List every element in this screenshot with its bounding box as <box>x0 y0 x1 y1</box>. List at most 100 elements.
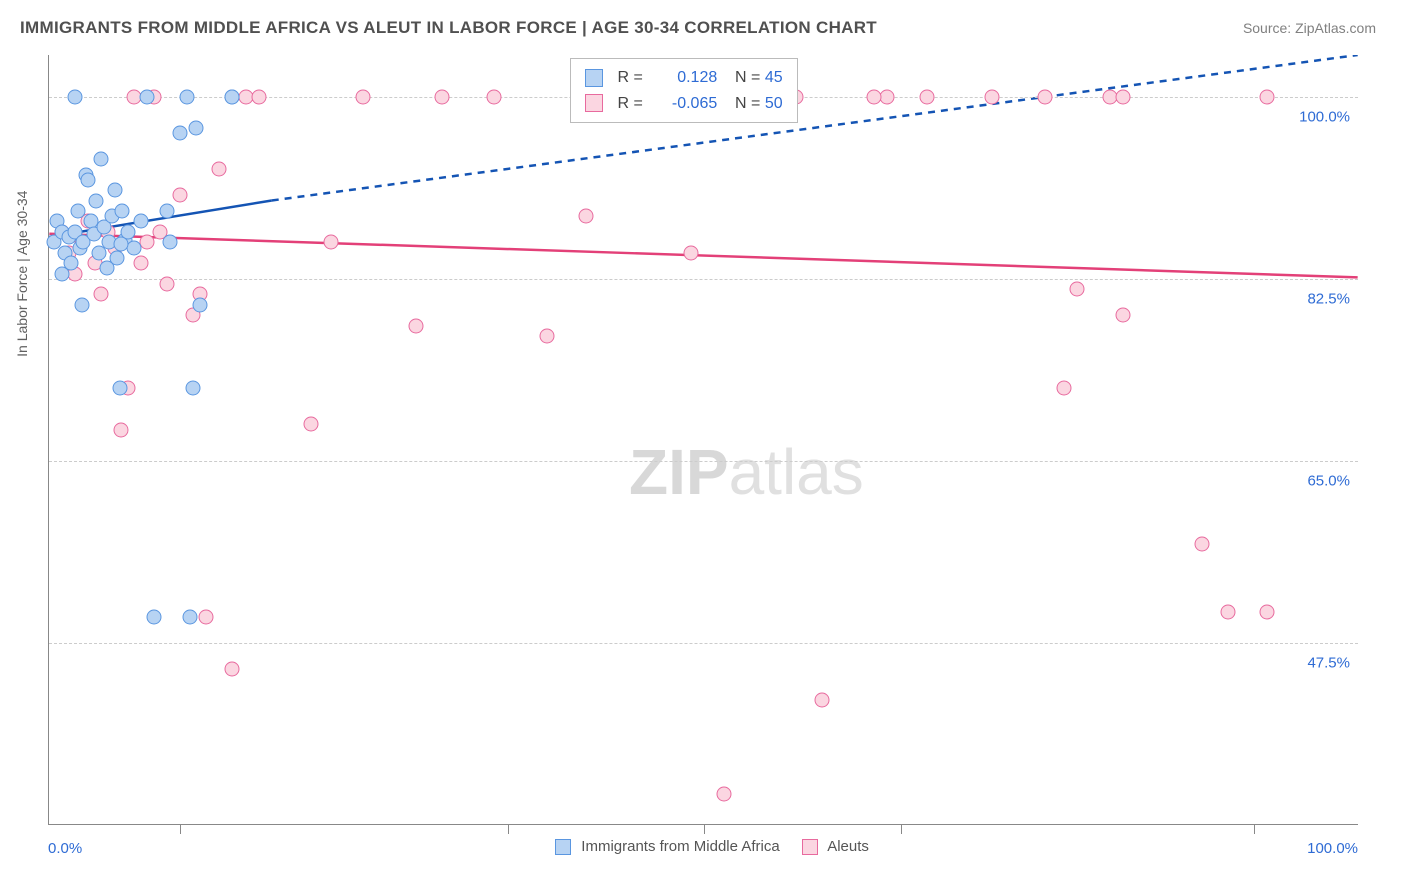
data-point <box>186 380 201 395</box>
trend-lines-layer <box>49 55 1358 824</box>
data-point <box>74 297 89 312</box>
data-point <box>919 89 934 104</box>
data-point <box>985 89 1000 104</box>
data-point <box>435 89 450 104</box>
gridline-h <box>49 461 1358 462</box>
legend-row-blue: R = 0.128 N = 45 <box>585 65 783 91</box>
data-point <box>1037 89 1052 104</box>
data-point <box>1260 604 1275 619</box>
legend-swatch-blue <box>585 69 603 87</box>
watermark-part2: atlas <box>729 436 864 508</box>
data-point <box>814 693 829 708</box>
r-value-blue: 0.128 <box>647 65 717 91</box>
data-point <box>1070 282 1085 297</box>
y-tick-label: 65.0% <box>1307 472 1350 489</box>
source-prefix: Source: <box>1243 20 1295 36</box>
data-point <box>140 89 155 104</box>
data-point <box>716 786 731 801</box>
data-point <box>140 235 155 250</box>
x-tick <box>180 824 181 834</box>
n-value-pink: 50 <box>765 95 783 112</box>
data-point <box>1194 537 1209 552</box>
data-point <box>323 235 338 250</box>
data-point <box>94 152 109 167</box>
legend-swatch-blue <box>555 839 571 855</box>
source-attribution: Source: ZipAtlas.com <box>1243 20 1376 36</box>
data-point <box>251 89 266 104</box>
data-point <box>179 89 194 104</box>
correlation-legend: R = 0.128 N = 45 R = -0.065 N = 50 <box>570 58 798 123</box>
watermark: ZIPatlas <box>629 435 864 509</box>
legend-label-blue: Immigrants from Middle Africa <box>581 838 779 855</box>
data-point <box>127 240 142 255</box>
legend-swatch-pink <box>802 839 818 855</box>
data-point <box>356 89 371 104</box>
trend-line <box>49 234 1357 278</box>
n-label: N = <box>735 95 760 112</box>
data-point <box>162 235 177 250</box>
data-point <box>304 417 319 432</box>
data-point <box>183 609 198 624</box>
data-point <box>114 237 129 252</box>
y-tick-label: 82.5% <box>1307 290 1350 307</box>
gridline-h <box>49 643 1358 644</box>
data-point <box>487 89 502 104</box>
data-point <box>114 422 129 437</box>
chart-plot-area: ZIPatlas 100.0%82.5%65.0%47.5% <box>48 55 1358 825</box>
legend-label-pink: Aleuts <box>827 838 869 855</box>
n-value-blue: 45 <box>765 69 783 86</box>
data-point <box>112 380 127 395</box>
r-value-pink: -0.065 <box>647 91 717 117</box>
r-label: R = <box>617 69 642 86</box>
trend-line <box>272 55 1358 200</box>
data-point <box>173 126 188 141</box>
data-point <box>408 318 423 333</box>
data-point <box>1116 308 1131 323</box>
data-point <box>880 89 895 104</box>
data-point <box>225 89 240 104</box>
data-point <box>89 193 104 208</box>
series-legend: Immigrants from Middle Africa Aleuts <box>0 838 1406 855</box>
data-point <box>81 172 96 187</box>
data-point <box>133 256 148 271</box>
data-point <box>133 214 148 229</box>
data-point <box>212 162 227 177</box>
data-point <box>159 204 174 219</box>
data-point <box>188 120 203 135</box>
data-point <box>115 204 130 219</box>
data-point <box>539 328 554 343</box>
data-point <box>159 276 174 291</box>
x-tick <box>1254 824 1255 834</box>
data-point <box>107 183 122 198</box>
chart-title: IMMIGRANTS FROM MIDDLE AFRICA VS ALEUT I… <box>20 18 877 38</box>
data-point <box>1116 89 1131 104</box>
data-point <box>173 188 188 203</box>
data-point <box>68 89 83 104</box>
data-point <box>110 250 125 265</box>
data-point <box>192 297 207 312</box>
data-point <box>1260 89 1275 104</box>
x-tick <box>508 824 509 834</box>
data-point <box>199 609 214 624</box>
data-point <box>683 245 698 260</box>
gridline-h <box>49 279 1358 280</box>
data-point <box>94 287 109 302</box>
y-tick-label: 47.5% <box>1307 654 1350 671</box>
data-point <box>55 266 70 281</box>
n-label: N = <box>735 69 760 86</box>
data-point <box>1221 604 1236 619</box>
source-name: ZipAtlas.com <box>1295 20 1376 36</box>
data-point <box>70 204 85 219</box>
r-label: R = <box>617 95 642 112</box>
data-point <box>1057 380 1072 395</box>
watermark-part1: ZIP <box>629 436 729 508</box>
y-axis-title: In Labor Force | Age 30-34 <box>14 191 30 357</box>
data-point <box>146 609 161 624</box>
x-tick <box>704 824 705 834</box>
legend-swatch-pink <box>585 94 603 112</box>
legend-row-pink: R = -0.065 N = 50 <box>585 91 783 117</box>
data-point <box>579 209 594 224</box>
x-tick <box>901 824 902 834</box>
data-point <box>867 89 882 104</box>
data-point <box>225 661 240 676</box>
